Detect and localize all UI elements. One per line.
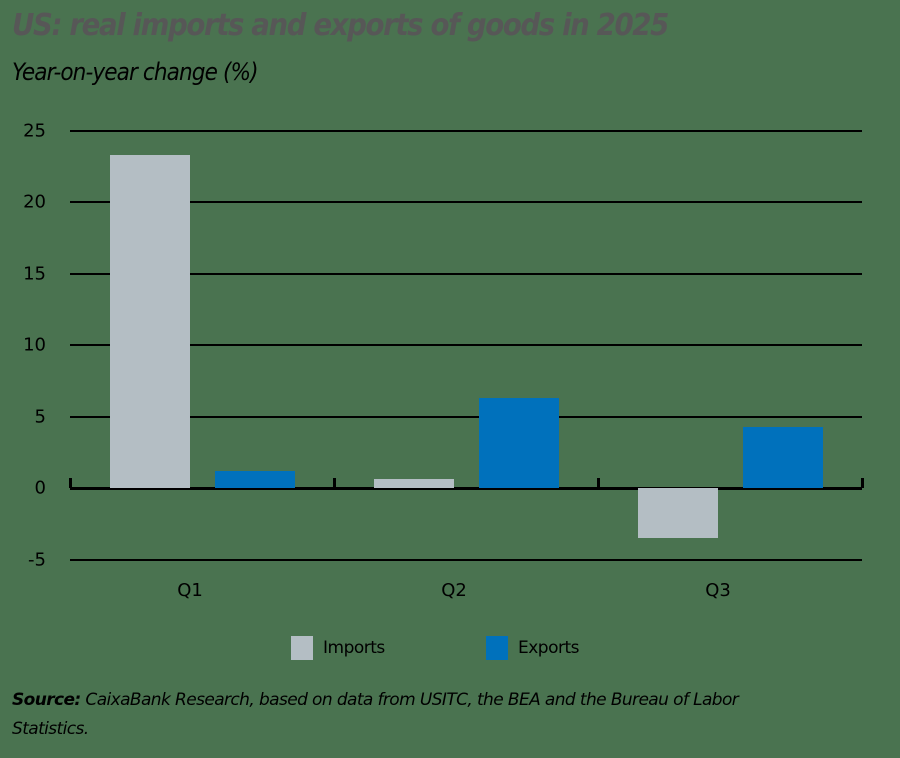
bar-exports-q2 (479, 397, 559, 488)
gridline (70, 272, 862, 275)
y-tick-label: 20 (23, 191, 46, 213)
x-tick-mark (861, 478, 864, 488)
chart-subtitle: Year-on-year change (%) (12, 58, 259, 86)
legend-label-imports: Imports (323, 638, 385, 658)
gridline (70, 201, 862, 203)
legend-item-imports: Imports (291, 636, 385, 660)
bar-imports-q2 (374, 479, 454, 488)
bar-exports-q3 (743, 426, 823, 488)
source-label: Source: (12, 690, 81, 710)
bar-exports-q1 (215, 470, 295, 488)
x-category-label: Q1 (177, 580, 203, 601)
gridline (70, 129, 862, 132)
x-category-label: Q3 (705, 580, 731, 601)
chart-title: US: real imports and exports of goods in… (12, 8, 669, 43)
bar-imports-q1 (110, 154, 190, 488)
legend-label-exports: Exports (518, 638, 580, 658)
source-note: Source: CaixaBank Research, based on dat… (12, 686, 792, 744)
gridline (70, 344, 862, 346)
y-tick-label: 25 (23, 120, 46, 141)
legend-item-exports: Exports (486, 636, 580, 660)
gridline (70, 558, 862, 561)
y-tick-label: -5 (28, 549, 46, 570)
y-tick-label: 0 (34, 477, 46, 499)
x-category-label: Q2 (441, 580, 467, 601)
y-tick-label: 15 (23, 263, 46, 284)
bar-imports-q3 (638, 488, 718, 539)
source-text: CaixaBank Research, based on data from U… (12, 690, 739, 739)
exports-swatch (486, 636, 508, 660)
imports-swatch (291, 636, 313, 660)
x-tick-mark (69, 478, 72, 488)
zero-axis-line (70, 486, 862, 490)
y-tick-label: 5 (34, 406, 46, 427)
x-tick-mark (597, 478, 600, 488)
y-tick-label: 10 (23, 334, 46, 356)
x-tick-mark (333, 478, 336, 488)
gridline (70, 415, 862, 418)
